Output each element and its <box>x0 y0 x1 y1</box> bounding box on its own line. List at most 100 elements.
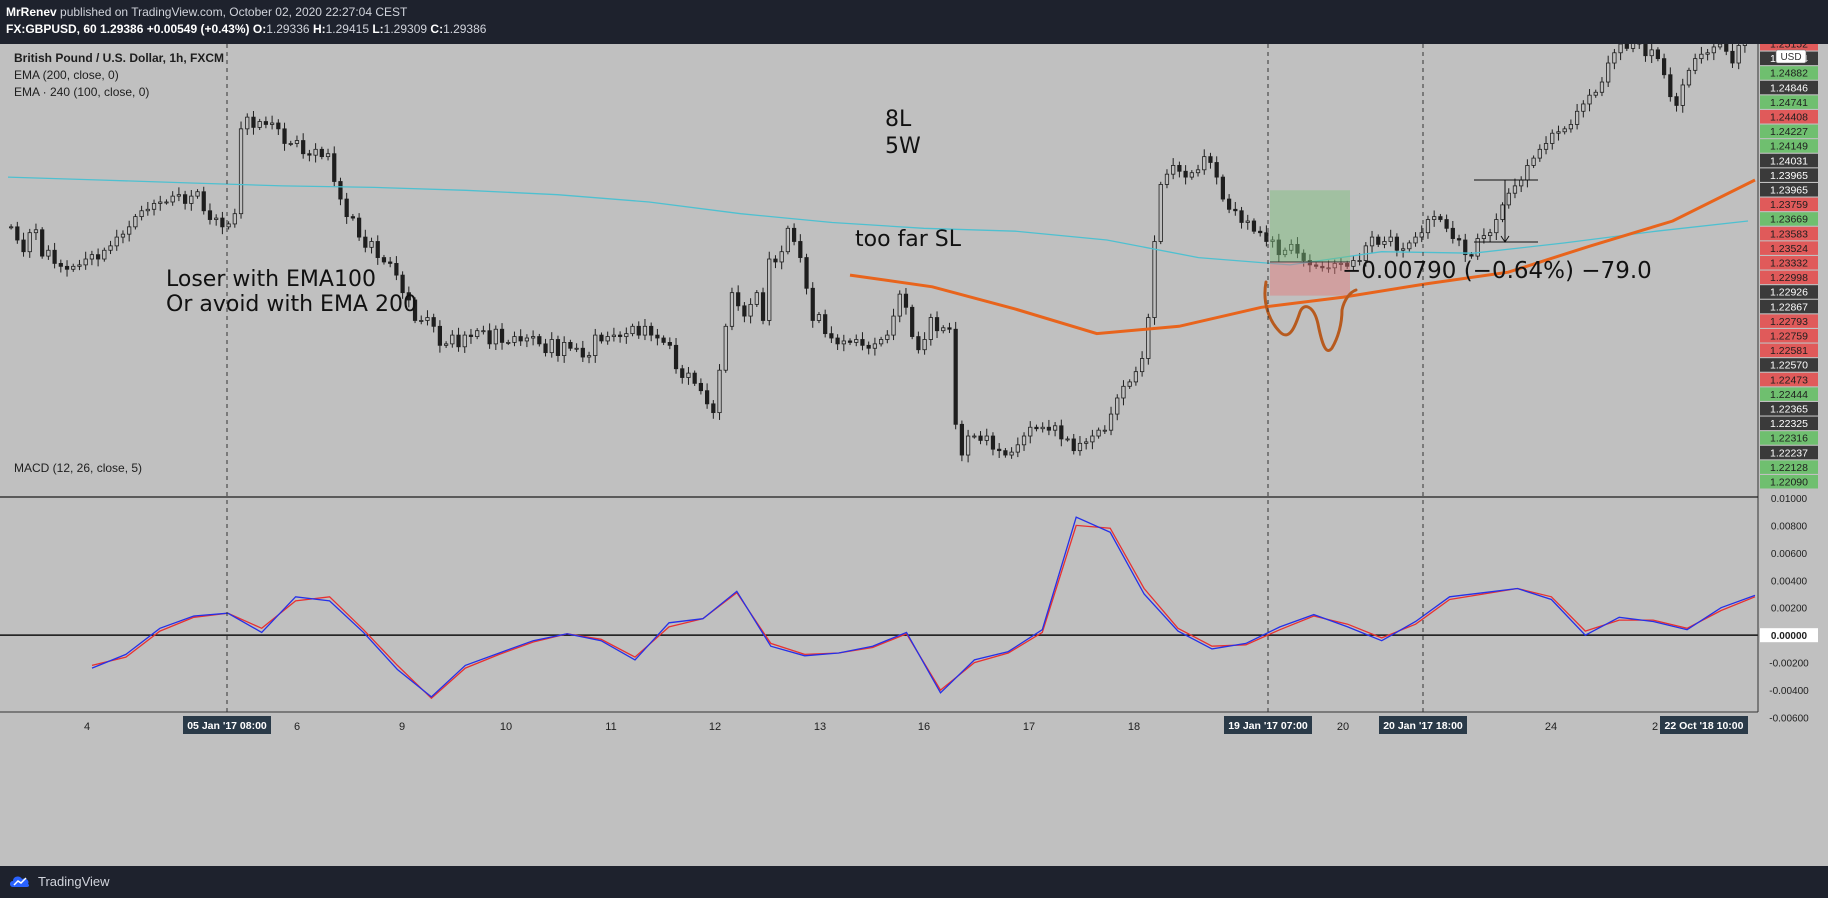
ema-200-line[interactable] <box>7 176 1749 266</box>
candle[interactable] <box>1171 158 1176 180</box>
candle[interactable] <box>779 245 784 270</box>
candle[interactable] <box>1152 235 1157 325</box>
candle[interactable] <box>1531 155 1536 169</box>
candle[interactable] <box>1456 234 1462 247</box>
candle[interactable] <box>350 213 356 221</box>
macd-axis-label[interactable]: 0.00200 <box>1771 604 1808 615</box>
candle[interactable] <box>729 287 735 331</box>
candle[interactable] <box>388 256 393 268</box>
candle[interactable] <box>1139 351 1145 377</box>
candle[interactable] <box>866 341 871 355</box>
time-highlight-label[interactable]: 20 Jan '17 18:00 <box>1379 716 1467 734</box>
candle[interactable] <box>344 192 349 224</box>
candle[interactable] <box>667 337 672 350</box>
candle[interactable] <box>1512 178 1518 199</box>
candle[interactable] <box>593 328 598 363</box>
candle[interactable] <box>1668 67 1673 102</box>
candle[interactable] <box>207 203 213 225</box>
candle[interactable] <box>723 323 728 373</box>
candle[interactable] <box>325 148 331 161</box>
price-axis-label[interactable]: 1.24031 <box>1760 153 1818 168</box>
candle[interactable] <box>742 302 747 323</box>
candle[interactable] <box>1301 249 1306 267</box>
candle[interactable] <box>1077 436 1083 456</box>
candle[interactable] <box>1258 226 1263 237</box>
profit-zone[interactable] <box>1270 190 1350 262</box>
candle[interactable] <box>1587 89 1592 112</box>
candle[interactable] <box>1351 255 1356 271</box>
candle[interactable] <box>860 332 865 351</box>
candle[interactable] <box>356 213 362 241</box>
candle[interactable] <box>363 229 368 253</box>
candle[interactable] <box>642 319 648 341</box>
candle[interactable] <box>605 331 610 345</box>
candle[interactable] <box>530 330 536 346</box>
price-axis-label[interactable]: 1.23965 <box>1760 168 1818 182</box>
candle[interactable] <box>15 221 20 244</box>
candle[interactable] <box>1127 379 1132 389</box>
candle[interactable] <box>798 234 803 263</box>
candle[interactable] <box>1624 44 1629 52</box>
candle[interactable] <box>1606 55 1611 88</box>
candle[interactable] <box>394 256 399 281</box>
chart-canvas[interactable]: 1.251521.249341.248821.248461.247411.244… <box>0 44 1828 866</box>
candle[interactable] <box>1556 125 1561 141</box>
price-axis-label[interactable]: 1.22581 <box>1760 343 1818 358</box>
candle[interactable] <box>1369 230 1375 254</box>
candle[interactable] <box>307 149 312 162</box>
candle[interactable] <box>276 119 281 135</box>
macd-axis-label[interactable]: 0.00000 <box>1760 628 1818 643</box>
candle[interactable] <box>1195 164 1201 177</box>
candle[interactable] <box>1550 129 1555 150</box>
candle[interactable] <box>711 400 716 419</box>
candle[interactable] <box>636 321 641 339</box>
candle[interactable] <box>313 143 318 163</box>
candle[interactable] <box>580 340 585 363</box>
ema-100-line[interactable] <box>849 178 1756 336</box>
candle[interactable] <box>475 328 480 340</box>
ema-100-legend[interactable]: EMA · 240 (100, close, 0) <box>14 85 149 99</box>
candle[interactable] <box>692 370 697 386</box>
candle[interactable] <box>1425 215 1431 239</box>
candle[interactable] <box>1463 233 1468 262</box>
candle[interactable] <box>1537 144 1542 162</box>
candle[interactable] <box>736 285 741 311</box>
candle[interactable] <box>854 334 859 347</box>
price-axis-label[interactable]: 1.23759 <box>1760 197 1818 212</box>
candle[interactable] <box>1189 170 1194 180</box>
candle[interactable] <box>972 433 977 439</box>
candle[interactable] <box>754 290 759 308</box>
candle[interactable] <box>562 336 567 363</box>
price-axis-label[interactable]: 1.24741 <box>1760 95 1818 109</box>
candle[interactable] <box>1226 194 1232 214</box>
candle[interactable] <box>27 228 32 258</box>
price-axis-label[interactable]: 1.22237 <box>1760 445 1818 460</box>
candle[interactable] <box>319 146 324 160</box>
candle[interactable] <box>1183 165 1188 185</box>
candle[interactable] <box>549 332 554 358</box>
time-axis-tick[interactable]: 18 <box>1128 721 1140 733</box>
candle[interactable] <box>978 431 983 445</box>
candle[interactable] <box>891 308 896 341</box>
candle[interactable] <box>897 290 902 323</box>
candle[interactable] <box>1419 225 1424 243</box>
candle[interactable] <box>997 443 1002 458</box>
candle[interactable] <box>1581 100 1586 118</box>
candle[interactable] <box>1326 260 1331 273</box>
macd-axis-label[interactable]: 0.00400 <box>1771 576 1808 587</box>
candle[interactable] <box>1034 424 1039 432</box>
candle[interactable] <box>1270 236 1275 248</box>
candle[interactable] <box>1494 213 1499 241</box>
candle[interactable] <box>1214 156 1219 185</box>
price-axis-label[interactable]: 1.22316 <box>1760 431 1818 445</box>
candle[interactable] <box>916 331 921 354</box>
candle[interactable] <box>1649 44 1654 64</box>
candle[interactable] <box>922 332 927 355</box>
candle[interactable] <box>400 271 405 299</box>
candle[interactable] <box>568 339 573 351</box>
price-axis-label[interactable]: 1.22867 <box>1760 299 1818 314</box>
candle[interactable] <box>481 325 486 335</box>
candle[interactable] <box>195 189 200 199</box>
candle[interactable] <box>1096 427 1101 439</box>
candle[interactable] <box>785 225 791 255</box>
